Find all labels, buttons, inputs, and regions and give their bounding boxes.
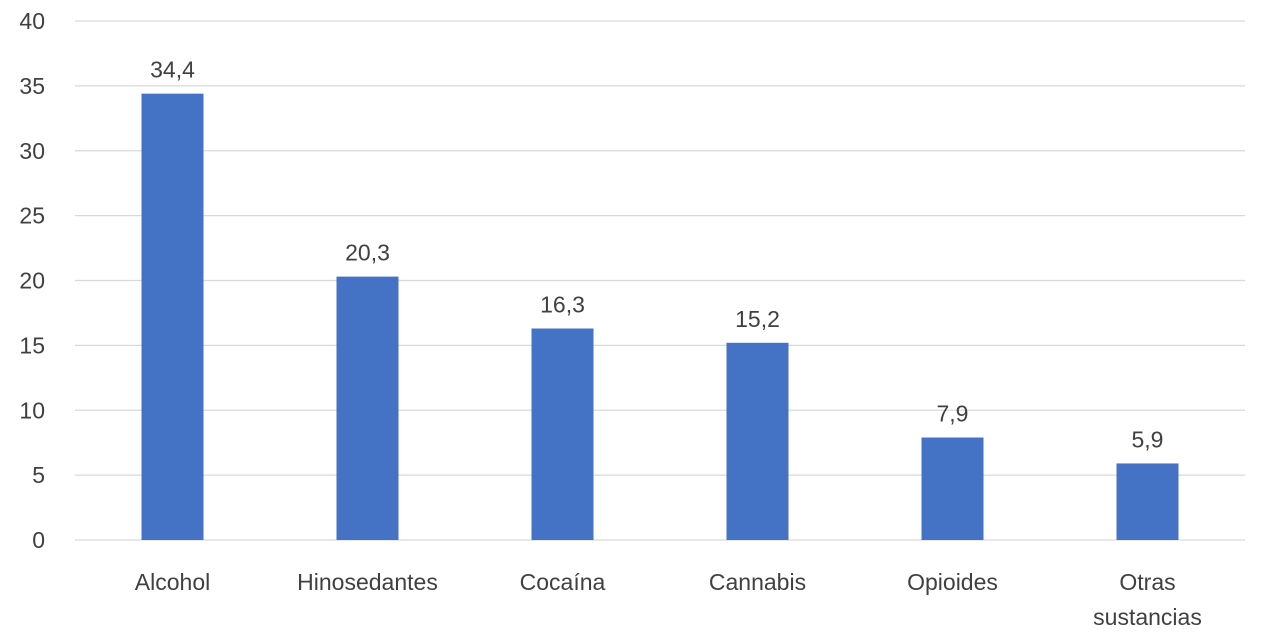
data-label-4: 7,9 (937, 400, 969, 426)
y-axis-ticks: 0 5 10 15 20 25 30 35 40 (19, 8, 45, 553)
x-category-label-3: Cannabis (709, 569, 806, 595)
y-tick-label-25: 25 (19, 203, 45, 229)
gridlines (75, 20, 1245, 541)
y-tick-label-40: 40 (19, 8, 45, 34)
y-tick-label-5: 5 (32, 462, 45, 488)
y-tick-label-20: 20 (19, 268, 45, 294)
data-label-0: 34,4 (150, 57, 195, 83)
y-tick-label-35: 35 (19, 73, 45, 99)
bar-5 (1116, 463, 1179, 540)
x-category-label-5: Otras sustancias (1093, 569, 1202, 630)
bars (141, 93, 1179, 540)
x-category-line: sustancias (1093, 604, 1202, 630)
bar-1 (336, 276, 399, 540)
bar-2 (531, 328, 594, 540)
x-category-line: Opioides (907, 569, 998, 595)
x-axis-categories: Alcohol Hinosedantes Cocaína Cannabis Opioid… (135, 569, 1202, 630)
x-category-label-1: Hinosedantes (297, 569, 438, 595)
y-tick-label-0: 0 (32, 527, 45, 553)
data-label-3: 15,2 (735, 306, 780, 332)
x-category-label-2: Cocaína (520, 569, 606, 595)
x-category-line: Cocaína (520, 569, 606, 595)
x-category-label-4: Opioides (907, 569, 998, 595)
bar-0 (141, 93, 204, 540)
data-labels: 34,4 20,3 16,3 15,2 7,9 5,9 (150, 57, 1163, 453)
x-category-line: Cannabis (709, 569, 806, 595)
data-label-1: 20,3 (345, 240, 390, 266)
y-tick-label-10: 10 (19, 397, 45, 423)
x-category-line: Alcohol (135, 569, 210, 595)
data-label-5: 5,9 (1132, 426, 1164, 452)
x-category-line: Otras (1119, 569, 1175, 595)
bar-3 (726, 342, 789, 540)
bar-4 (921, 437, 984, 540)
data-label-2: 16,3 (540, 292, 585, 318)
x-category-line: Hinosedantes (297, 569, 438, 595)
y-tick-label-30: 30 (19, 138, 45, 164)
y-tick-label-15: 15 (19, 332, 45, 358)
x-category-label-0: Alcohol (135, 569, 210, 595)
